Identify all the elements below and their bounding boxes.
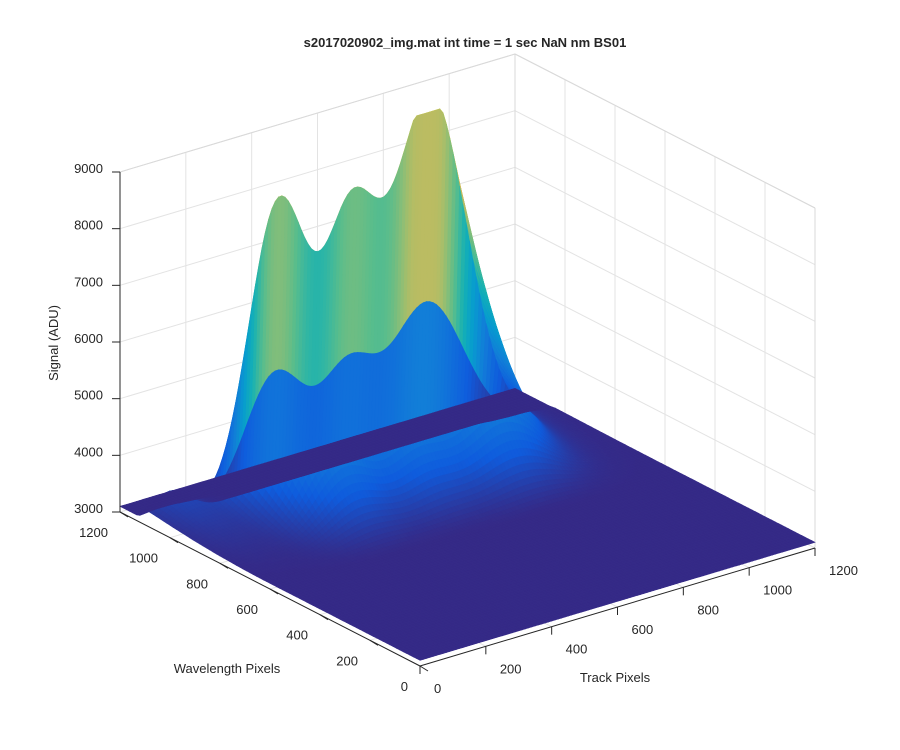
grid-line xyxy=(514,280,816,436)
box-edge xyxy=(514,53,816,209)
grid-line xyxy=(514,336,816,492)
grid-line xyxy=(514,166,816,322)
grid-line xyxy=(119,110,516,230)
grid-line xyxy=(514,223,816,379)
box-edge xyxy=(119,53,516,173)
surface-plot xyxy=(119,108,816,661)
grid-line xyxy=(514,110,816,266)
